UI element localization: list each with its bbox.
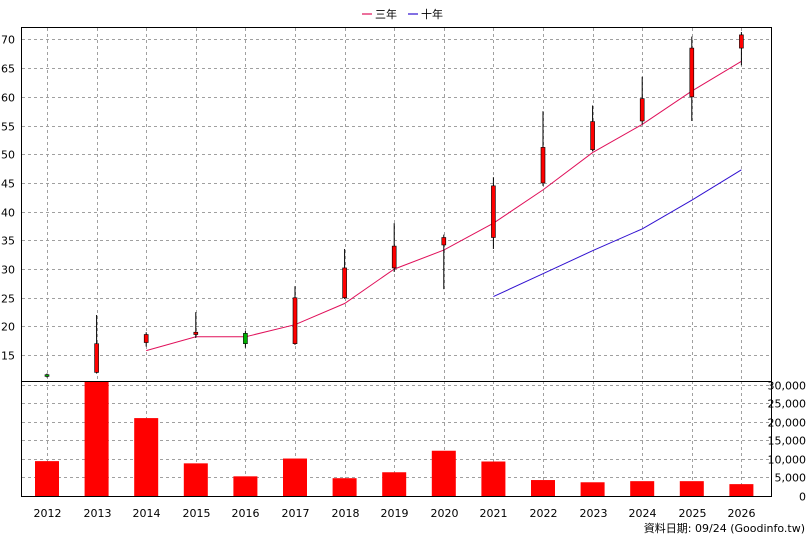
x-tick-label: 2016: [232, 507, 260, 520]
candlestick: [689, 36, 695, 121]
candle-body: [391, 245, 397, 269]
price-tick-label: 50: [1, 149, 15, 162]
price-tick-label: 55: [1, 121, 15, 134]
volume-bar: [35, 461, 59, 496]
candle-body: [639, 98, 645, 122]
volume-bar: [134, 418, 159, 496]
volume-bar: [283, 458, 307, 496]
candle-body: [94, 343, 99, 373]
price-tick-label: 20: [1, 321, 15, 334]
candlestick: [143, 332, 149, 347]
volume-axis: 0 5,000 10,000 15,000 20,000 25,000 30,000: [768, 380, 807, 504]
volume-tick-label: 10,000: [768, 454, 807, 467]
candle-body: [739, 34, 744, 49]
volume-bar: [183, 463, 208, 496]
candlestick: [491, 177, 496, 249]
x-axis: 2012 2013 2014 2015 2016 2017 2018 2019 2020 2021…: [34, 507, 756, 520]
volume-tick-label: 25,000: [768, 398, 807, 411]
volume-tick-label: 0: [799, 491, 806, 504]
candle-body: [243, 333, 248, 344]
candle-body: [143, 334, 149, 343]
price-grid: [22, 28, 772, 381]
price-tick-label: 65: [1, 63, 15, 76]
volume-bar: [481, 461, 506, 496]
volume-bar: [679, 481, 704, 496]
legend-label: 三年: [375, 7, 397, 21]
x-tick-label: 2026: [728, 507, 756, 520]
price-tick-label: 25: [1, 293, 15, 306]
volume-bar: [233, 476, 258, 496]
volume-bar: [580, 482, 605, 496]
candle-body: [689, 47, 695, 98]
price-tick-label: 40: [1, 207, 15, 220]
legend-label: 十年: [421, 7, 443, 21]
candle-body: [342, 267, 347, 299]
x-tick-label: 2014: [133, 507, 161, 520]
volume-tick-label: 15,000: [768, 435, 807, 448]
price-tick-label: 45: [1, 178, 15, 191]
candlestick: [391, 223, 397, 272]
volume-bar: [332, 478, 357, 496]
volume-bar: [531, 480, 555, 496]
candle-body: [540, 147, 546, 184]
candlestick: [441, 234, 447, 290]
price-tick-label: 30: [1, 264, 15, 277]
candlestick: [540, 111, 546, 186]
candlestick: [590, 105, 595, 152]
x-tick-label: 2018: [332, 507, 360, 520]
x-tick-label: 2021: [480, 507, 508, 520]
x-tick-label: 2022: [530, 507, 558, 520]
volume-bars: [35, 381, 754, 496]
candle-body: [590, 121, 595, 150]
source-note: 資料日期: 09/24 (Goodinfo.tw): [644, 521, 805, 535]
volume-bar: [382, 472, 407, 496]
x-tick-label: 2017: [282, 507, 310, 520]
candlestick: [739, 32, 744, 66]
candlestick: [243, 331, 248, 348]
volume-bar: [84, 381, 109, 496]
volume-bar: [431, 450, 456, 496]
volume-tick-label: 5,000: [775, 472, 807, 485]
candlesticks: [44, 32, 744, 378]
candle-body: [44, 374, 50, 377]
x-tick-label: 2013: [84, 507, 112, 520]
volume-frame: [21, 381, 772, 497]
x-tick-label: 2023: [580, 507, 608, 520]
candlestick: [639, 76, 645, 125]
series-line: [493, 169, 742, 298]
price-tick-label: 60: [1, 92, 15, 105]
x-tick-label: 2015: [183, 507, 211, 520]
volume-bar: [630, 481, 655, 496]
volume-bar: [729, 484, 754, 496]
candle-body: [292, 297, 298, 344]
volume-tick-label: 30,000: [768, 380, 807, 393]
price-tick-label: 15: [1, 350, 15, 363]
price-axis: 15 20 25 30 35 40 45 50 55 60 65 70: [1, 34, 15, 363]
candle-body: [441, 237, 447, 246]
x-tick-label: 2020: [431, 507, 459, 520]
candlestick: [193, 312, 199, 338]
legend: 三年 十年: [362, 7, 443, 21]
candlestick: [94, 314, 99, 374]
candle-body: [491, 185, 496, 238]
candle-body: [193, 331, 199, 335]
candlestick: [342, 248, 347, 299]
candlestick: [44, 373, 50, 378]
x-tick-label: 2024: [629, 507, 657, 520]
candlestick: [292, 286, 298, 345]
price-tick-label: 70: [1, 34, 15, 47]
price-tick-label: 35: [1, 235, 15, 248]
x-tick-label: 2025: [679, 507, 707, 520]
x-tick-label: 2012: [34, 507, 62, 520]
x-tick-label: 2019: [381, 507, 409, 520]
volume-tick-label: 20,000: [768, 417, 807, 430]
